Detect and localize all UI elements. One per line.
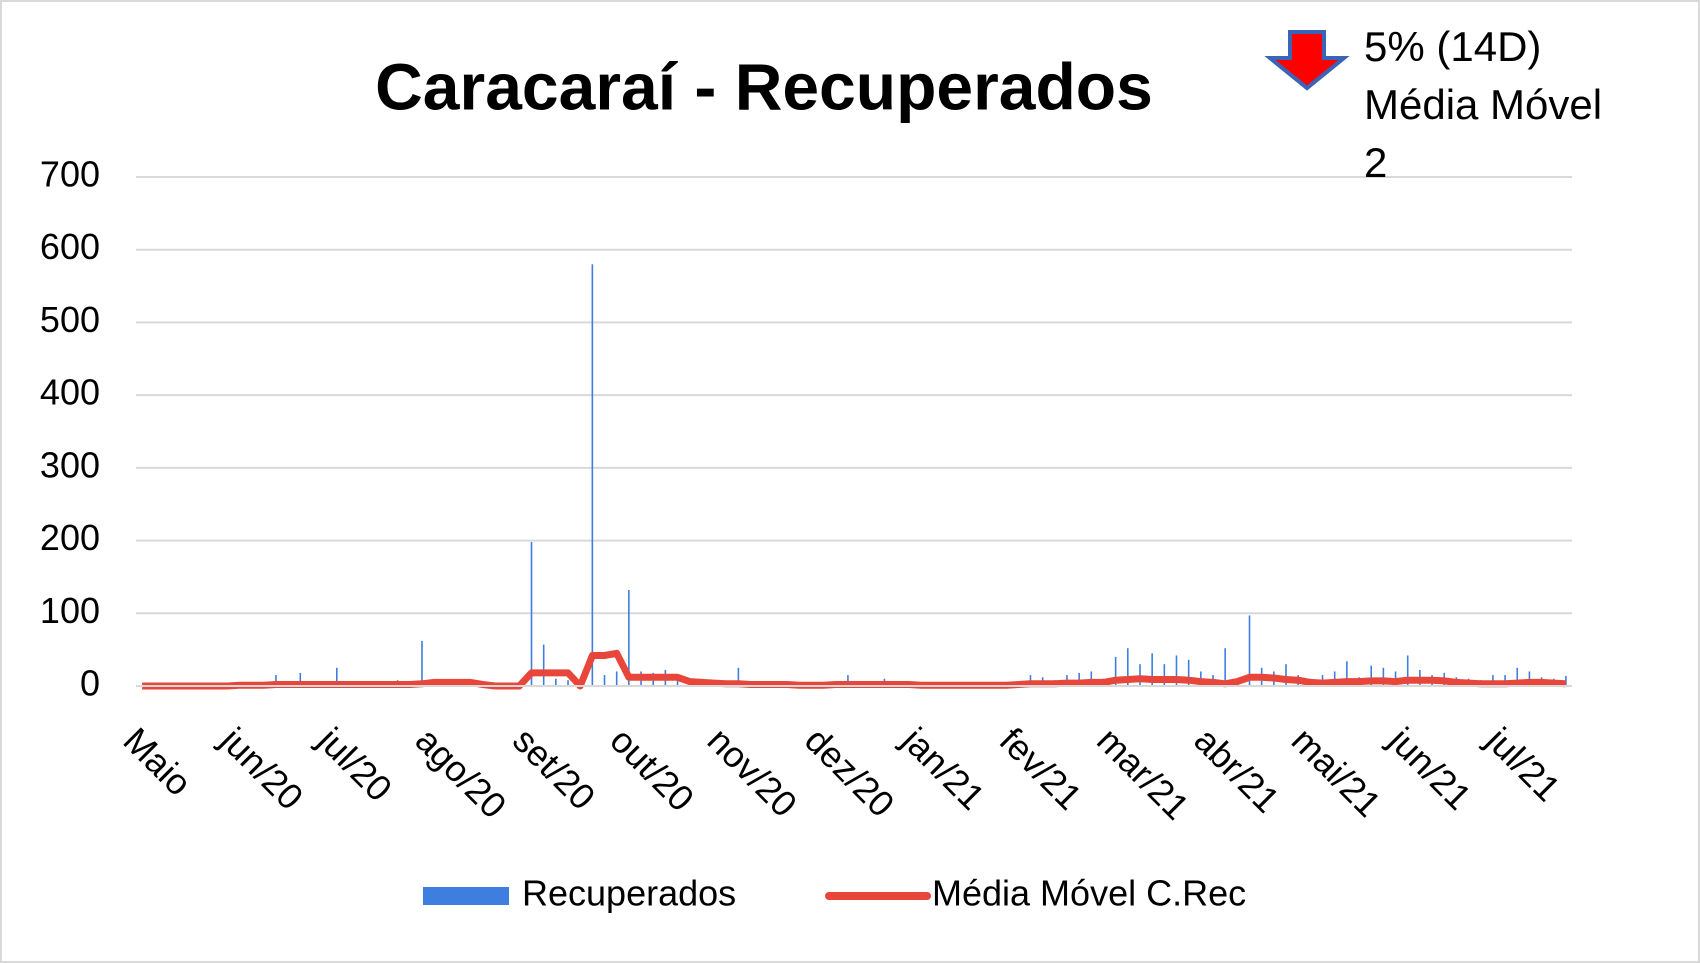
bar (1285, 664, 1287, 686)
bar (1175, 655, 1178, 686)
bar (1187, 659, 1190, 686)
y-tick-label: 300 (40, 444, 100, 485)
annotation-text: 5% (14D) (1364, 23, 1541, 70)
bar (1370, 665, 1373, 686)
bar (1127, 648, 1129, 686)
annotation-text: Média Móvel (1364, 81, 1602, 128)
bar (1333, 671, 1336, 686)
bar (1382, 667, 1385, 686)
bar (555, 678, 557, 686)
bar (603, 675, 606, 686)
bar (737, 667, 740, 686)
bar (1224, 648, 1226, 686)
bar (1114, 656, 1117, 686)
y-tick-label: 100 (40, 590, 100, 631)
bar (615, 671, 618, 686)
y-tick-label: 200 (40, 517, 100, 558)
bar (335, 667, 338, 686)
bar (275, 675, 277, 686)
bar (1090, 671, 1093, 686)
chart-title: Caracaraí - Recuperados (375, 49, 1153, 123)
legend-swatch (423, 887, 509, 905)
annotation-text: 2 (1364, 139, 1387, 186)
y-tick-label: 400 (40, 372, 100, 413)
legend-label: Recuperados (522, 873, 736, 914)
bar (567, 680, 569, 686)
bar (591, 264, 594, 686)
down-arrow-icon (1264, 30, 1350, 91)
legend-label: Média Móvel C.Rec (932, 873, 1246, 914)
moving-average-line (142, 649, 1567, 690)
bar (530, 542, 533, 686)
bar (1139, 664, 1141, 686)
bar (299, 672, 302, 686)
bar (847, 675, 849, 686)
bar (542, 644, 545, 686)
bar (1516, 667, 1519, 686)
bar (421, 640, 423, 686)
bar (1346, 661, 1348, 686)
bar (1163, 664, 1166, 686)
bar (1151, 653, 1153, 686)
y-tick-label: 700 (40, 154, 100, 195)
y-tick-label: 500 (40, 299, 100, 340)
y-tick-label: 0 (80, 663, 100, 704)
bar (1528, 671, 1531, 686)
bar (1078, 672, 1080, 686)
bar (1248, 615, 1251, 686)
bar (1406, 655, 1409, 686)
bar (628, 590, 630, 686)
y-tick-label: 600 (40, 226, 100, 267)
